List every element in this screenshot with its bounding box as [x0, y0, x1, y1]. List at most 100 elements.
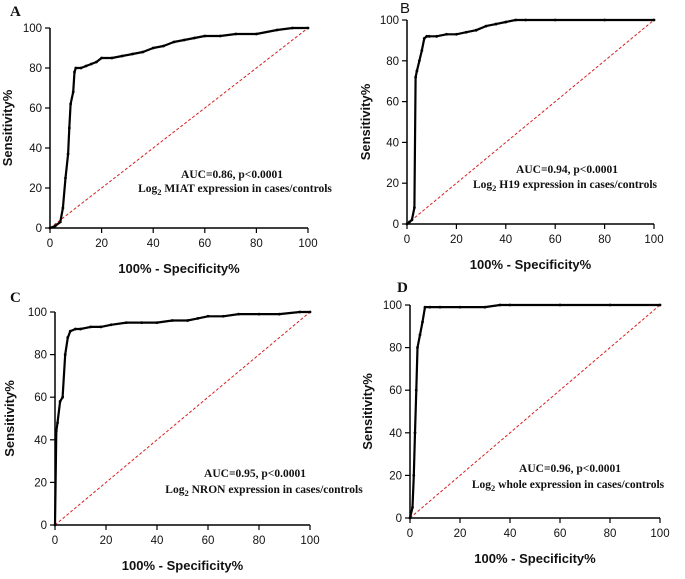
y-tick-label: 60 [386, 97, 399, 109]
roc-point [141, 50, 145, 54]
auc-annotation: AUC=0.86, p<0.0001 [181, 169, 283, 181]
y-tick-label: 100 [23, 23, 42, 35]
roc-point [151, 46, 155, 50]
roc-point [73, 70, 76, 74]
x-tick-label: 100 [298, 238, 317, 250]
log-label: Log [138, 183, 157, 195]
y-tick-label: 100 [380, 15, 399, 27]
roc-point [66, 336, 70, 339]
roc-point [435, 34, 439, 38]
x-axis-title: 100% - Specificity% [470, 257, 592, 272]
roc-point [54, 429, 58, 433]
roc-point [79, 327, 82, 331]
roc-curve [49, 26, 308, 230]
roc-point [89, 62, 93, 66]
y-tick-label: 40 [29, 143, 42, 155]
roc-point [58, 400, 62, 403]
roc-point [418, 333, 422, 337]
x-tick-label: 60 [198, 238, 211, 250]
roc-point [206, 314, 210, 318]
expression-annotation: Log2 MIAT expression in cases/controls [138, 183, 332, 197]
roc-point [514, 18, 518, 22]
y-tick-label: 20 [386, 178, 399, 190]
y-tick-label: 80 [389, 343, 402, 355]
roc-point [89, 325, 93, 329]
roc-point [414, 75, 418, 79]
y-tick-label: 60 [389, 385, 402, 397]
roc-point [408, 516, 412, 520]
roc-point [71, 90, 75, 94]
roc-point [131, 52, 134, 56]
roc-point [484, 24, 488, 28]
x-tick-label: 100 [650, 528, 669, 540]
roc-point [48, 226, 52, 230]
roc-point [410, 218, 414, 222]
roc-point [257, 312, 261, 316]
x-tick-label: 40 [147, 238, 160, 250]
roc-curve [53, 310, 310, 526]
x-tick-label: 60 [554, 528, 567, 540]
roc-point [67, 126, 71, 130]
roc-point [182, 38, 186, 42]
roc-point [74, 327, 77, 331]
x-tick-label: 60 [202, 535, 215, 547]
x-tick-label: 0 [47, 238, 53, 250]
roc-panel-d: D 0 20 40 60 80 100 0 20 40 60 80 100 100% - Specific… [360, 280, 670, 566]
expression-description: NRON expression in cases/controls [189, 484, 364, 496]
reference-line [49, 27, 309, 229]
roc-point [53, 224, 57, 228]
roc-point [155, 321, 159, 325]
roc-point [100, 56, 103, 60]
roc-point [203, 34, 207, 38]
roc-point [438, 305, 442, 309]
x-tick-label: 0 [52, 535, 58, 547]
log-label: Log [473, 179, 492, 191]
roc-point [308, 310, 312, 314]
roc-point [237, 312, 241, 316]
roc-point [109, 323, 113, 327]
y-axis-title: Sensitivity% [2, 380, 17, 457]
roc-point [218, 34, 222, 38]
y-tick-label: 80 [34, 350, 47, 362]
roc-point [652, 18, 656, 22]
x-tick-label: 0 [407, 528, 413, 540]
roc-point [458, 305, 462, 309]
x-tick-label: 100 [644, 234, 663, 246]
y-tick-label: 0 [393, 219, 399, 231]
expression-annotation: Log2 H19 expression in cases/controls [473, 179, 658, 193]
roc-point [412, 474, 416, 477]
x-tick-label: 60 [549, 234, 562, 246]
x-tick-label: 80 [598, 234, 611, 246]
panel-letter: A [10, 4, 21, 20]
x-tick-label: 20 [100, 535, 113, 547]
x-tick-label: 20 [450, 234, 463, 246]
log-subscript: 2 [491, 483, 495, 493]
roc-point [414, 388, 418, 392]
y-tick-label: 80 [386, 56, 399, 68]
roc-point [427, 34, 431, 38]
roc-point [408, 220, 411, 224]
roc-point [120, 54, 124, 58]
x-tick-label: 80 [604, 528, 617, 540]
roc-point [99, 325, 103, 329]
roc-point [69, 102, 73, 106]
roc-point [422, 36, 426, 40]
roc-point [53, 523, 57, 527]
x-tick-label: 40 [504, 528, 517, 540]
x-tick-label: 80 [250, 238, 263, 250]
x-tick-label: 0 [404, 234, 410, 246]
roc-point [658, 303, 662, 307]
roc-point [255, 32, 258, 36]
y-tick-label: 40 [389, 428, 402, 440]
roc-point [110, 56, 114, 60]
roc-point [291, 26, 294, 30]
y-tick-label: 20 [29, 183, 42, 195]
roc-point [425, 34, 429, 38]
roc-panel-a: A 0 20 40 60 80 100 0 20 40 60 80 100 100% - Specific… [0, 4, 332, 276]
roc-point [508, 303, 512, 307]
expression-description: H19 expression in cases/controls [496, 179, 657, 191]
roc-point [464, 30, 468, 34]
roc-point [186, 319, 190, 322]
roc-point [603, 18, 606, 22]
y-tick-label: 100 [28, 307, 47, 319]
